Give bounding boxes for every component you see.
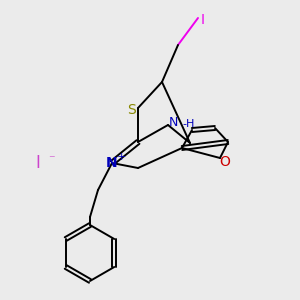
Text: N: N <box>168 116 178 130</box>
Text: S: S <box>127 103 135 117</box>
Text: ⁻: ⁻ <box>48 154 55 166</box>
Text: +: + <box>116 152 126 162</box>
Text: I: I <box>36 154 40 172</box>
Text: N: N <box>106 156 118 170</box>
Text: O: O <box>220 155 230 169</box>
Text: -H: -H <box>182 119 194 129</box>
Text: I: I <box>201 13 205 27</box>
